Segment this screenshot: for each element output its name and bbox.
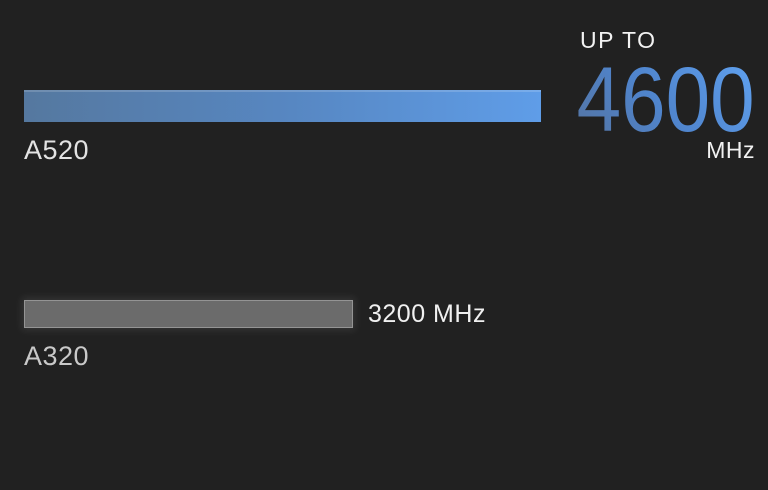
- bar-label-a520: A520: [24, 135, 90, 165]
- bar-label-a320: A320: [24, 341, 90, 371]
- callout-unit-mhz: MHz: [706, 137, 755, 163]
- callout-value-4600: 4600: [576, 49, 755, 151]
- bar-a320: [24, 300, 353, 328]
- bar-value-a320: 3200 MHz: [368, 300, 486, 328]
- bar-a520: [24, 90, 541, 122]
- callout-prefix-up-to: UP TO: [580, 27, 657, 53]
